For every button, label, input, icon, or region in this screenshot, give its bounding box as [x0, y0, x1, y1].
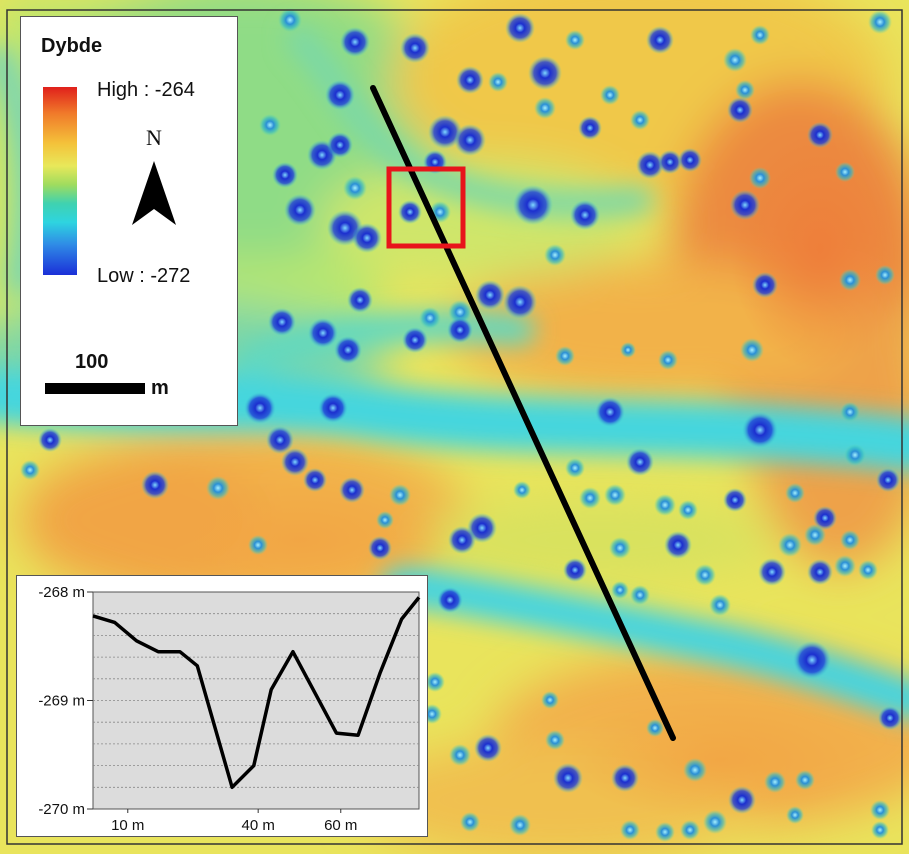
- north-label: N: [146, 125, 162, 150]
- pit-cluster: [20, 8, 902, 842]
- legend-panel: Dybde High : -264 Low : -272 N 100 m: [20, 16, 238, 426]
- y-tick-label: -269 m: [38, 693, 85, 710]
- legend-low-label: Low : -272: [97, 265, 191, 287]
- plot-area: [92, 591, 420, 810]
- transect-line: [370, 85, 676, 741]
- legend-high-label: High : -264: [97, 79, 195, 101]
- y-tick-label: -268 m: [38, 584, 85, 601]
- legend-title: Dybde: [41, 35, 103, 57]
- x-tick-label: 40 m: [241, 817, 274, 834]
- y-tick-label: -270 m: [38, 801, 85, 818]
- x-axis: 10 m 40 m 60 m: [111, 809, 357, 834]
- profile-series-line: [92, 596, 421, 790]
- x-tick-label: 60 m: [324, 817, 357, 834]
- depth-profile-chart: -268 m -269 m -270 m 10 m 40 m 60 m: [16, 575, 428, 837]
- scale-bar-value: 100: [75, 351, 109, 373]
- profile-plot: -268 m -269 m -270 m 10 m 40 m 60 m: [38, 584, 421, 834]
- scale-bar: [45, 383, 145, 394]
- highlight-box: [386, 166, 466, 249]
- depth-color-ramp: [43, 87, 77, 275]
- scale-bar-unit: m: [151, 377, 169, 399]
- y-axis: -268 m -269 m -270 m: [38, 584, 93, 818]
- x-tick-label: 10 m: [111, 817, 144, 834]
- north-arrow-icon: N: [132, 125, 176, 225]
